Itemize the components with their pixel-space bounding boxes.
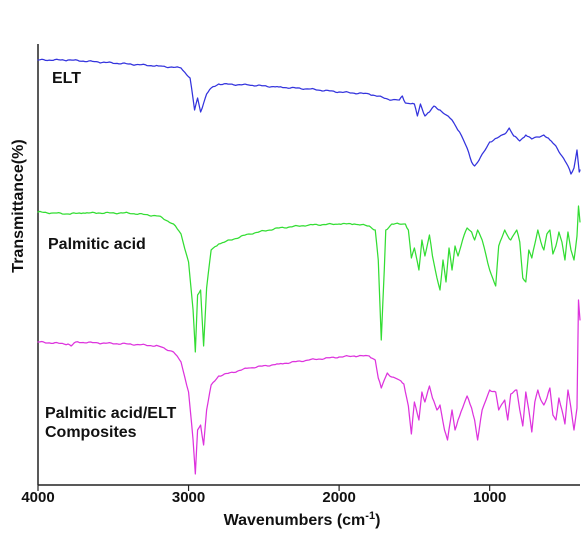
series-label-line: Palmitic acid/ELT	[45, 405, 177, 422]
series-label-line: Composites	[45, 424, 137, 441]
x-tick-label: 1000	[473, 489, 506, 506]
series-line-3	[37, 299, 581, 475]
x-axis-ticks: 4000 3000 2000 1000	[21, 485, 506, 506]
x-axis-title: Wavenumbers (cm-1)	[224, 510, 381, 529]
x-axis-title-tail: )	[375, 512, 380, 529]
series-label-3: Palmitic acid/ELT Composites	[45, 405, 177, 441]
x-tick-label: 4000	[21, 489, 54, 506]
series-label-2: Palmitic acid	[48, 236, 146, 253]
x-axis-title-superscript: -1	[365, 510, 375, 522]
series-label-1: ELT	[52, 70, 81, 87]
series-labels: ELT Palmitic acid Palmitic acid/ELT Composi…	[45, 70, 177, 441]
series-label-line: ELT	[52, 70, 81, 87]
series-line-1	[37, 58, 581, 175]
series-line-2	[37, 205, 581, 353]
x-tick-label: 2000	[322, 489, 355, 506]
series-label-line: Palmitic acid	[48, 236, 146, 253]
y-axis-title: Transmittance(%)	[10, 139, 27, 272]
x-tick-label: 3000	[172, 489, 205, 506]
x-axis-title-main: Wavenumbers (cm	[224, 512, 366, 529]
spectra-series	[37, 58, 581, 475]
